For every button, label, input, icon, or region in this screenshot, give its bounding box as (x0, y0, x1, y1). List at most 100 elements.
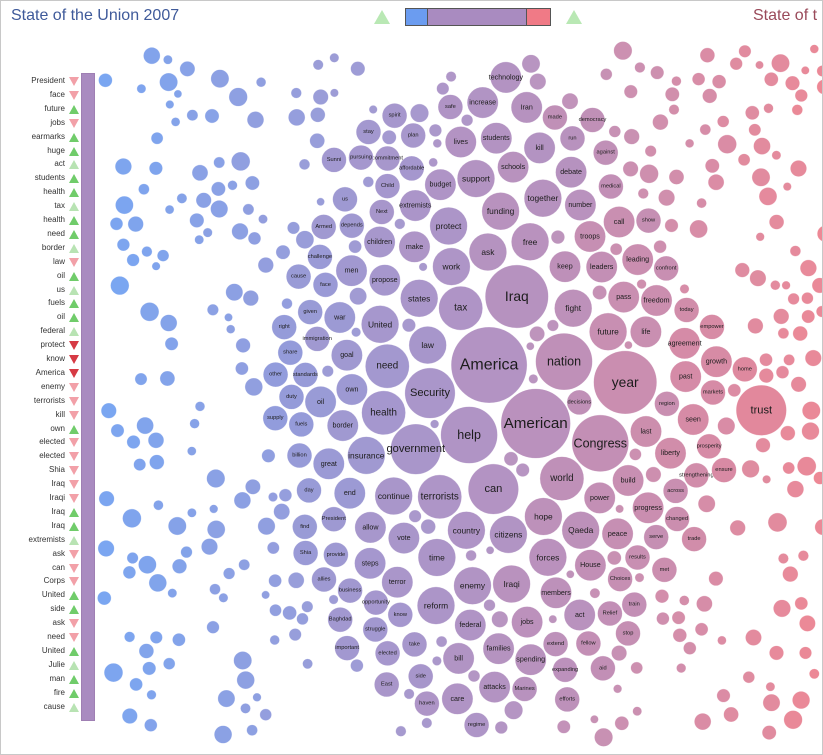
small-word-bubble[interactable] (269, 603, 282, 617)
small-word-bubble[interactable] (351, 327, 362, 338)
bubble-circle[interactable] (615, 620, 641, 647)
word-bubble[interactable]: reform (416, 586, 456, 625)
word-bubble[interactable]: troops (574, 220, 606, 253)
word-bubble[interactable]: allies (311, 566, 337, 593)
bubble-circle[interactable] (400, 122, 426, 149)
small-word-bubble[interactable] (650, 65, 665, 80)
small-word-bubble[interactable] (150, 131, 164, 145)
bubble-circle[interactable] (323, 542, 349, 568)
word-bubble[interactable]: border (326, 409, 359, 442)
small-word-bubble[interactable] (275, 244, 291, 260)
word-bubble[interactable]: trust (735, 384, 787, 436)
word-bubble[interactable]: stop (615, 620, 641, 647)
bubble-circle[interactable] (571, 414, 629, 472)
bubble-circle[interactable] (597, 600, 623, 627)
small-word-bubble[interactable] (671, 75, 682, 87)
word-bubble[interactable]: citizens (489, 515, 528, 554)
bubble-circle[interactable] (262, 405, 288, 431)
small-word-bubble[interactable] (172, 632, 186, 647)
word-bubble[interactable]: support (456, 159, 496, 198)
word-bubble[interactable]: against (592, 140, 619, 166)
bubble-circle[interactable] (554, 289, 593, 328)
bubble-circle[interactable] (311, 214, 337, 240)
bubble-circle[interactable] (368, 264, 401, 297)
small-word-bubble[interactable] (741, 459, 760, 479)
word-bubble[interactable]: haven (414, 690, 440, 717)
bubble-circle[interactable] (381, 566, 414, 599)
bubble-circle[interactable] (653, 255, 679, 282)
small-word-bubble[interactable] (789, 160, 807, 178)
small-word-bubble[interactable] (231, 222, 249, 240)
small-word-bubble[interactable] (679, 283, 690, 294)
small-word-bubble[interactable] (792, 325, 808, 342)
small-word-bubble[interactable] (645, 466, 662, 483)
sidebar-word[interactable]: cause (43, 701, 65, 711)
scroll-left-triangle-icon[interactable] (374, 10, 390, 24)
small-word-bubble[interactable] (592, 285, 607, 300)
small-word-bubble[interactable] (110, 276, 130, 296)
small-word-bubble[interactable] (772, 599, 791, 618)
small-word-bubble[interactable] (747, 317, 764, 335)
small-word-bubble[interactable] (124, 631, 136, 643)
small-word-bubble[interactable] (121, 707, 138, 724)
sidebar-word[interactable]: health (43, 215, 65, 224)
small-word-bubble[interactable] (233, 651, 253, 670)
small-word-bubble[interactable] (813, 471, 823, 485)
small-word-bubble[interactable] (147, 432, 165, 449)
sidebar-word[interactable]: man (49, 673, 65, 683)
word-bubble[interactable]: Choices (607, 566, 633, 592)
bubble-circle[interactable] (592, 140, 619, 166)
small-word-bubble[interactable] (799, 259, 818, 277)
small-word-bubble[interactable] (194, 234, 205, 245)
small-word-bubble[interactable] (796, 456, 817, 477)
word-bubble[interactable]: train (621, 591, 647, 618)
small-word-bubble[interactable] (467, 669, 481, 683)
small-word-bubble[interactable] (789, 245, 802, 257)
bubble-circle[interactable] (444, 126, 477, 158)
word-bubble[interactable]: America (450, 326, 528, 404)
sidebar-word[interactable]: oil (56, 312, 65, 322)
small-word-bubble[interactable] (801, 422, 820, 441)
word-bubble[interactable]: care (441, 682, 474, 715)
small-word-bubble[interactable] (231, 151, 251, 172)
bubble-circle[interactable] (549, 250, 581, 283)
small-word-bubble[interactable] (428, 123, 443, 137)
bubble-circle[interactable] (640, 284, 673, 317)
small-word-bubble[interactable] (782, 565, 799, 583)
small-word-bubble[interactable] (668, 169, 685, 185)
small-word-bubble[interactable] (252, 692, 262, 702)
bubble-circle[interactable] (454, 609, 487, 642)
word-bubble[interactable]: made (542, 104, 568, 131)
small-word-bubble[interactable] (782, 461, 796, 475)
small-word-bubble[interactable] (110, 423, 125, 438)
word-bubble[interactable]: today (673, 297, 700, 323)
small-word-bubble[interactable] (787, 292, 800, 306)
small-word-bubble[interactable] (246, 724, 258, 737)
small-word-bubble[interactable] (782, 182, 792, 192)
small-word-bubble[interactable] (717, 416, 736, 435)
small-word-bubble[interactable] (217, 689, 236, 708)
small-word-bubble[interactable] (794, 596, 809, 611)
small-word-bubble[interactable] (729, 519, 746, 537)
small-word-bubble[interactable] (116, 238, 130, 252)
word-bubble[interactable]: seen (677, 403, 710, 436)
bubble-circle[interactable] (574, 549, 607, 582)
small-word-bubble[interactable] (261, 590, 270, 600)
bubble-circle[interactable] (510, 222, 550, 261)
bubble-circle[interactable] (585, 251, 618, 283)
bubble-circle[interactable] (271, 314, 297, 340)
small-word-bubble[interactable] (786, 480, 805, 498)
small-word-bubble[interactable] (615, 504, 624, 514)
small-word-bubble[interactable] (180, 545, 193, 559)
word-bubble[interactable]: allow (354, 511, 387, 544)
word-bubble[interactable]: technology (489, 61, 524, 94)
small-word-bubble[interactable] (528, 373, 539, 384)
bubble-circle[interactable] (466, 86, 499, 119)
bubble-circle[interactable] (511, 606, 543, 639)
bubble-circle[interactable] (540, 576, 572, 609)
word-bubble[interactable]: stay (355, 119, 382, 145)
small-word-bubble[interactable] (694, 622, 709, 637)
small-word-bubble[interactable] (445, 71, 457, 83)
sidebar-word[interactable]: need (47, 632, 65, 641)
word-bubble[interactable]: affordable (399, 155, 425, 182)
